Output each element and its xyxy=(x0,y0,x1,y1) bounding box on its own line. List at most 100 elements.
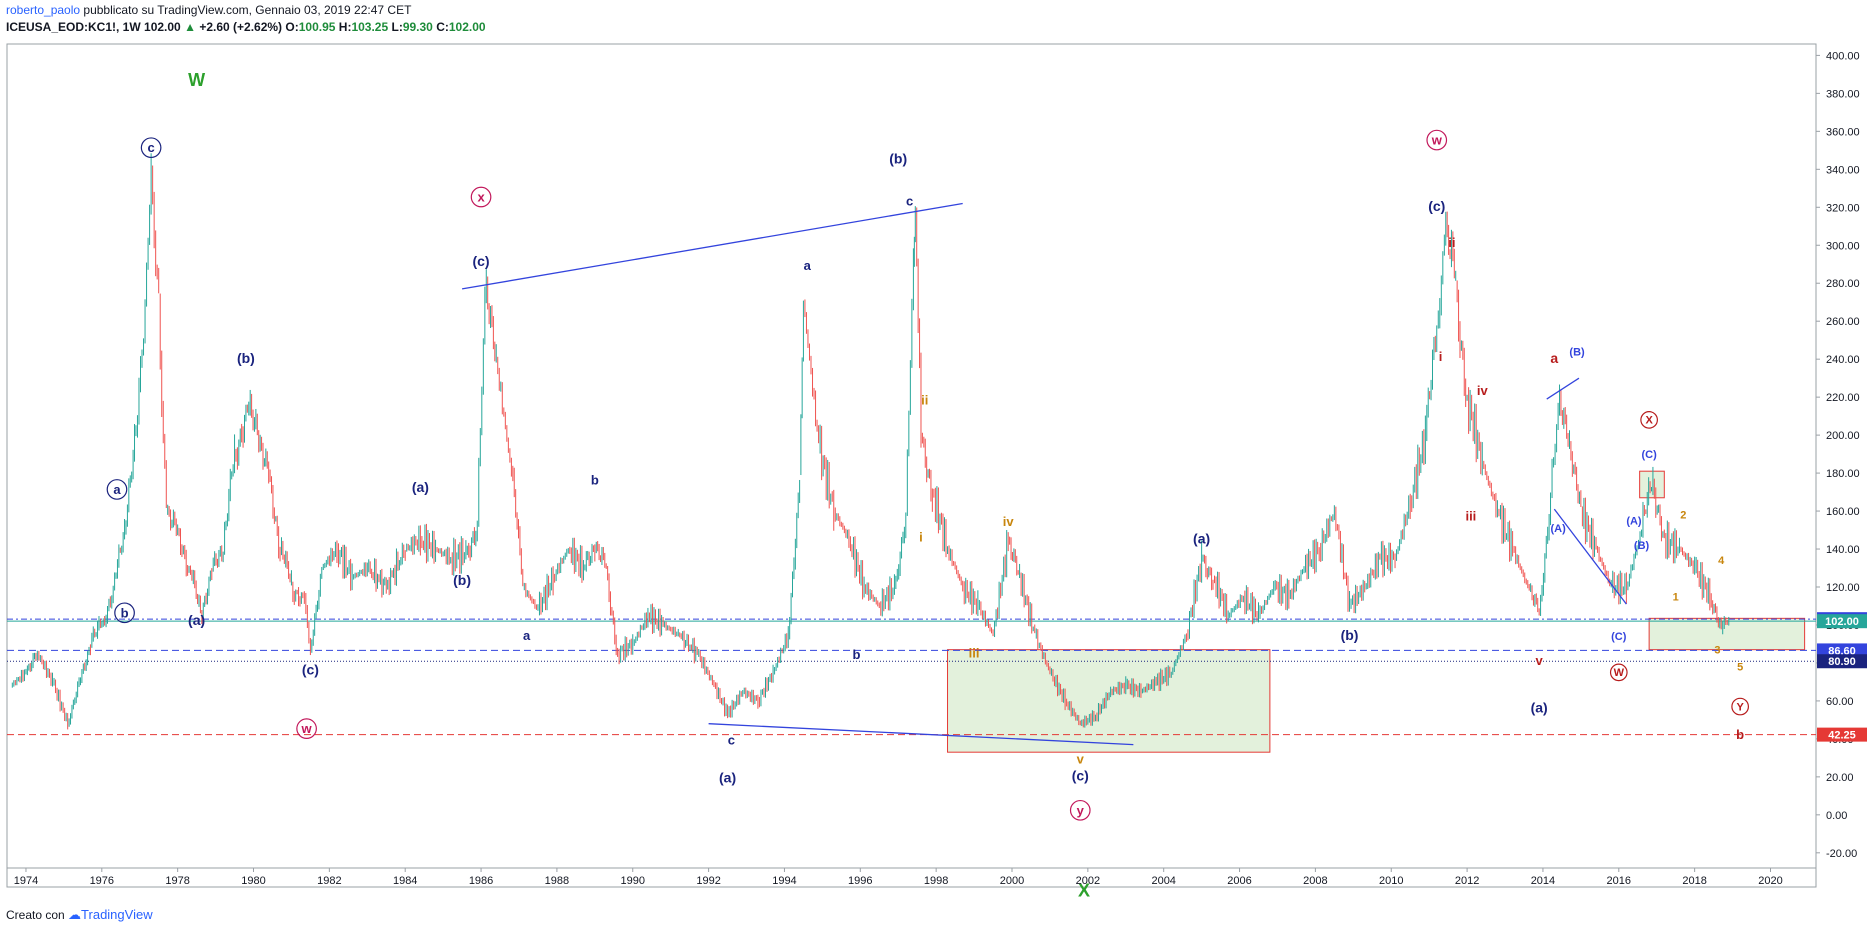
wave-label: b xyxy=(591,472,599,487)
wave-label: 4 xyxy=(1718,555,1725,567)
wave-label: y xyxy=(1077,803,1085,818)
wave-label: (A) xyxy=(1550,523,1566,535)
wave-label-circle xyxy=(106,479,128,500)
wave-label-circle xyxy=(1609,663,1628,682)
x-tick-label: 1994 xyxy=(772,875,796,887)
time-axis[interactable]: 1974 1976 1978 1980 1982 1984 1986 1988 1990 1992… xyxy=(14,868,1783,887)
wave-label: ii xyxy=(921,393,928,408)
high-label: H: xyxy=(338,20,352,34)
y-tick-label: 200.00 xyxy=(1826,430,1860,442)
tradingview-logo-icon: ☁ xyxy=(68,907,82,922)
wave-label: iii xyxy=(969,645,980,660)
x-tick-label: 1986 xyxy=(469,875,493,887)
wave-label: (a) xyxy=(188,612,205,628)
wave-label: c xyxy=(147,140,154,155)
low-value: 99.30 xyxy=(402,20,433,34)
x-tick-label: 2014 xyxy=(1531,875,1555,887)
wave-label: (c) xyxy=(302,661,319,677)
x-tick-label: 2020 xyxy=(1758,875,1782,887)
wave-label: iii xyxy=(1465,509,1476,524)
y-tick-label: 120.00 xyxy=(1826,582,1860,594)
wave-label: (b) xyxy=(237,350,255,366)
y-tick-label: 260.00 xyxy=(1826,316,1860,328)
wave-label: 1 xyxy=(1673,591,1679,603)
wave-label: 2 xyxy=(1680,510,1686,522)
y-tick-label: 220.00 xyxy=(1826,392,1860,404)
wave-label: X xyxy=(1645,415,1653,427)
last-price: 102.00 xyxy=(144,20,181,34)
wave-label: iv xyxy=(1477,383,1489,398)
x-tick-label: 1996 xyxy=(848,875,872,887)
wave-label: (a) xyxy=(719,770,736,786)
y-tick-label: 400.00 xyxy=(1826,50,1860,62)
published-text: pubblicato su TradingView.com, Gennaio 0… xyxy=(83,3,412,17)
close-value: 102.00 xyxy=(448,20,486,34)
wave-label: (b) xyxy=(453,572,471,588)
horizontal-price-lines xyxy=(7,618,1816,736)
wave-label: w xyxy=(301,721,313,736)
tradingview-link[interactable]: TradingView xyxy=(81,907,153,922)
open-value: 100.95 xyxy=(298,20,336,34)
price-tag-label: 42.25 xyxy=(1828,730,1856,742)
wave-label: b xyxy=(853,647,861,662)
low-label: L: xyxy=(391,20,403,34)
wave-label: (c) xyxy=(472,253,489,269)
wave-label: ii xyxy=(1448,235,1455,250)
price-tag xyxy=(1817,654,1867,669)
wave-label: v xyxy=(1536,653,1544,668)
y-tick-label: 340.00 xyxy=(1826,164,1860,176)
price-tag-label: 102.00 xyxy=(1825,616,1859,628)
x-tick-label: 1978 xyxy=(165,875,189,887)
wave-label: b xyxy=(121,605,129,620)
price-tag xyxy=(1817,643,1867,658)
wave-label: (c) xyxy=(1428,198,1445,214)
x-tick-label: 2002 xyxy=(1076,875,1100,887)
wave-label: c xyxy=(906,193,913,208)
high-value: 103.25 xyxy=(351,20,389,34)
wave-label: (B) xyxy=(1634,540,1650,552)
x-tick-label: 2010 xyxy=(1379,875,1403,887)
wave-label: c xyxy=(728,733,735,748)
x-tick-label: 1990 xyxy=(621,875,645,887)
price-axis[interactable]: 400.00 380.00 360.00 340.00 320.00 300.00 280.… xyxy=(1816,50,1867,860)
wave-label: 3 xyxy=(1714,644,1720,656)
y-tick-label: 160.00 xyxy=(1826,506,1860,518)
wave-label: W xyxy=(188,70,205,90)
y-tick-label: 240.00 xyxy=(1826,354,1860,366)
x-tick-label: 1984 xyxy=(393,875,417,887)
close-label: C: xyxy=(436,20,449,34)
wave-label: x xyxy=(477,190,485,205)
x-tick-label: 2008 xyxy=(1303,875,1327,887)
x-tick-label: 2012 xyxy=(1455,875,1479,887)
price-tag-label: 80.90 xyxy=(1828,656,1856,668)
wave-label-circle xyxy=(470,186,492,208)
wave-label: w xyxy=(1431,133,1443,148)
trend-line xyxy=(461,202,963,290)
wave-label: (C) xyxy=(1641,449,1657,461)
x-tick-label: 1976 xyxy=(90,875,114,887)
wave-label-circle xyxy=(1426,129,1448,151)
wave-label: W xyxy=(1614,667,1625,679)
y-tick-label: 280.00 xyxy=(1826,278,1860,290)
wave-label: X xyxy=(1078,880,1090,900)
trend-line xyxy=(708,723,1134,746)
footer: Creato con ☁TradingView xyxy=(6,907,153,923)
x-tick-label: 1992 xyxy=(696,875,720,887)
y-tick-label: 320.00 xyxy=(1826,202,1860,214)
wave-label: (C) xyxy=(1611,631,1627,643)
trend-lines xyxy=(461,202,1627,746)
open-label: O: xyxy=(285,20,299,34)
wave-label: b xyxy=(1736,727,1744,742)
target-zones xyxy=(947,470,1806,753)
price-tag xyxy=(1817,727,1867,742)
wave-label: (A) xyxy=(1626,515,1642,527)
target-zone xyxy=(1639,470,1665,499)
wave-label: (c) xyxy=(1072,768,1089,784)
author-link[interactable]: roberto_paolo xyxy=(6,3,81,17)
price-tag xyxy=(1817,614,1867,629)
price-series xyxy=(11,153,1730,730)
wave-label: v xyxy=(1077,752,1085,767)
wave-label: (b) xyxy=(1341,627,1359,643)
